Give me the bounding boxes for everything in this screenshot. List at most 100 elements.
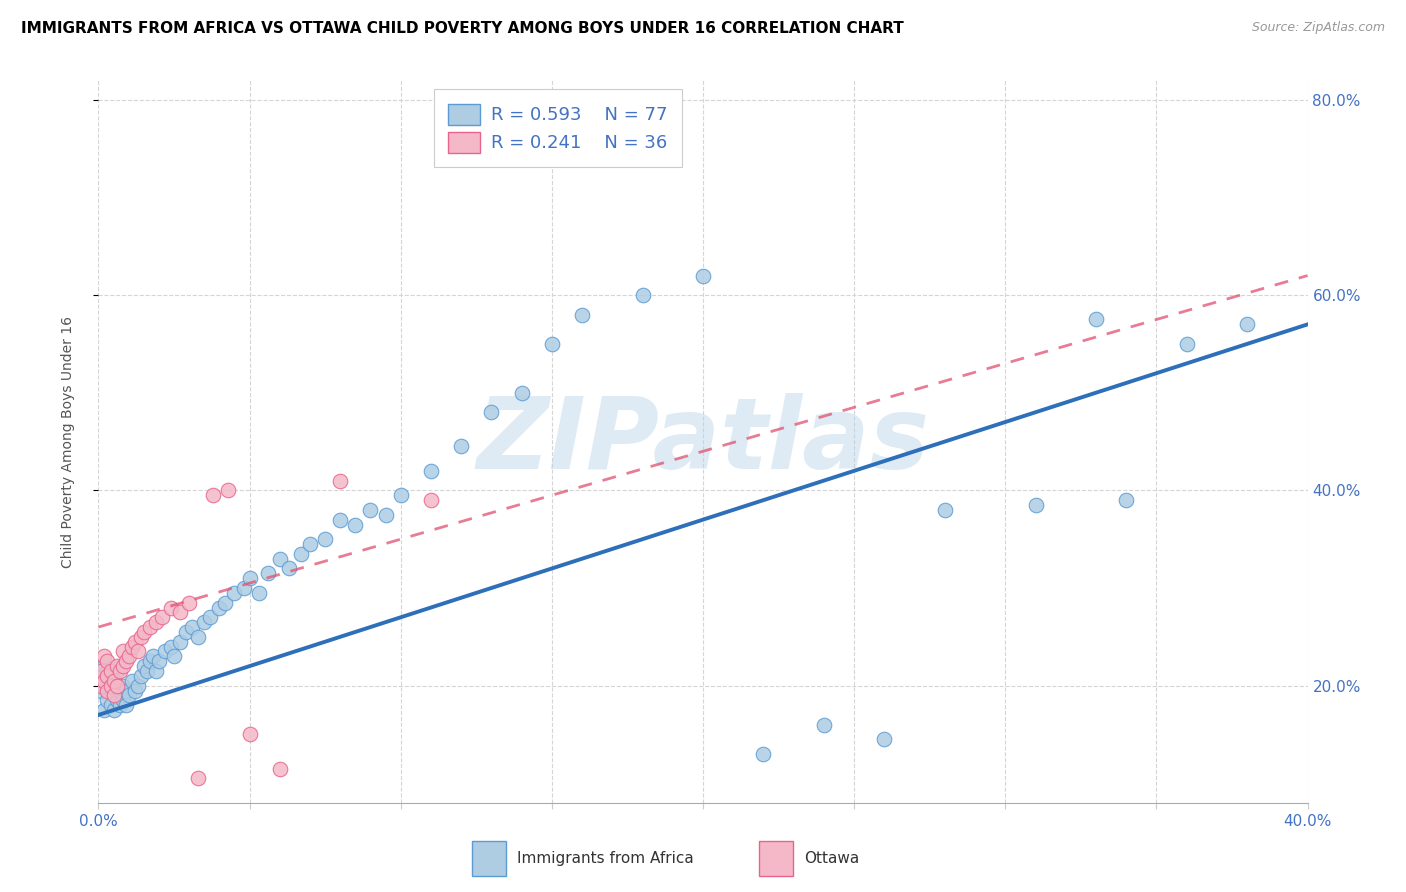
- Point: [481, 405, 503, 419]
- Point: [105, 664, 128, 678]
- Point: [374, 508, 396, 522]
- Point: [93, 703, 115, 717]
- Point: [214, 596, 236, 610]
- Point: [224, 586, 246, 600]
- Point: [103, 683, 125, 698]
- Point: [200, 610, 222, 624]
- Point: [93, 679, 115, 693]
- Point: [299, 537, 322, 551]
- Text: Immigrants from Africa: Immigrants from Africa: [517, 851, 695, 866]
- Point: [571, 308, 593, 322]
- Point: [420, 493, 443, 508]
- Bar: [472, 841, 506, 876]
- Point: [93, 659, 115, 673]
- Point: [217, 483, 239, 498]
- Point: [96, 664, 118, 678]
- Point: [114, 654, 136, 668]
- Point: [269, 762, 291, 776]
- Point: [124, 683, 146, 698]
- Point: [1115, 493, 1137, 508]
- Point: [150, 610, 173, 624]
- Point: [208, 600, 231, 615]
- Point: [752, 747, 775, 761]
- Point: [179, 596, 201, 610]
- Point: [127, 679, 149, 693]
- Point: [290, 547, 312, 561]
- Point: [139, 654, 162, 668]
- Point: [142, 649, 165, 664]
- Point: [105, 659, 128, 673]
- Point: [96, 669, 118, 683]
- Point: [111, 659, 134, 673]
- Point: [153, 644, 176, 658]
- Point: [90, 679, 112, 693]
- Point: [160, 600, 183, 615]
- Point: [540, 337, 562, 351]
- Point: [100, 698, 122, 713]
- Point: [1175, 337, 1198, 351]
- Point: [510, 385, 533, 400]
- Point: [111, 644, 134, 658]
- Point: [118, 649, 141, 664]
- Point: [160, 640, 183, 654]
- Point: [169, 606, 191, 620]
- Point: [813, 717, 835, 731]
- Point: [93, 673, 115, 688]
- Point: [329, 513, 352, 527]
- Point: [96, 693, 118, 707]
- Text: Source: ZipAtlas.com: Source: ZipAtlas.com: [1251, 21, 1385, 34]
- Point: [96, 683, 118, 698]
- Point: [1024, 498, 1046, 512]
- Bar: [759, 841, 793, 876]
- Point: [314, 532, 336, 546]
- Point: [187, 772, 209, 786]
- Point: [202, 488, 225, 502]
- Point: [127, 644, 149, 658]
- Point: [103, 703, 125, 717]
- Point: [132, 659, 155, 673]
- Point: [103, 669, 125, 683]
- Text: ZIPatlas: ZIPatlas: [477, 393, 929, 490]
- Point: [187, 630, 209, 644]
- Point: [121, 673, 143, 688]
- Point: [111, 679, 134, 693]
- Point: [239, 571, 262, 585]
- Text: Ottawa: Ottawa: [804, 851, 859, 866]
- Point: [277, 561, 299, 575]
- Point: [360, 503, 382, 517]
- Point: [139, 620, 162, 634]
- Point: [145, 615, 167, 630]
- Point: [129, 669, 152, 683]
- Point: [420, 464, 443, 478]
- Point: [450, 439, 472, 453]
- Point: [118, 689, 141, 703]
- Point: [145, 664, 167, 678]
- Legend: R = 0.593    N = 77, R = 0.241    N = 36: R = 0.593 N = 77, R = 0.241 N = 36: [433, 89, 682, 167]
- Point: [114, 683, 136, 698]
- Point: [269, 551, 291, 566]
- Point: [105, 679, 128, 693]
- Point: [329, 474, 352, 488]
- Point: [108, 698, 131, 713]
- Point: [344, 517, 367, 532]
- Point: [93, 649, 115, 664]
- Point: [193, 615, 215, 630]
- Point: [135, 664, 157, 678]
- Point: [105, 679, 128, 693]
- Point: [247, 586, 270, 600]
- Point: [111, 693, 134, 707]
- Point: [100, 669, 122, 683]
- Y-axis label: Child Poverty Among Boys Under 16: Child Poverty Among Boys Under 16: [60, 316, 75, 567]
- Point: [96, 679, 118, 693]
- Point: [692, 268, 714, 283]
- Point: [631, 288, 654, 302]
- Point: [129, 630, 152, 644]
- Point: [256, 566, 278, 581]
- Point: [105, 693, 128, 707]
- Point: [174, 624, 197, 639]
- Point: [163, 649, 186, 664]
- Point: [181, 620, 204, 634]
- Point: [90, 669, 112, 683]
- Point: [90, 664, 112, 678]
- Point: [90, 683, 112, 698]
